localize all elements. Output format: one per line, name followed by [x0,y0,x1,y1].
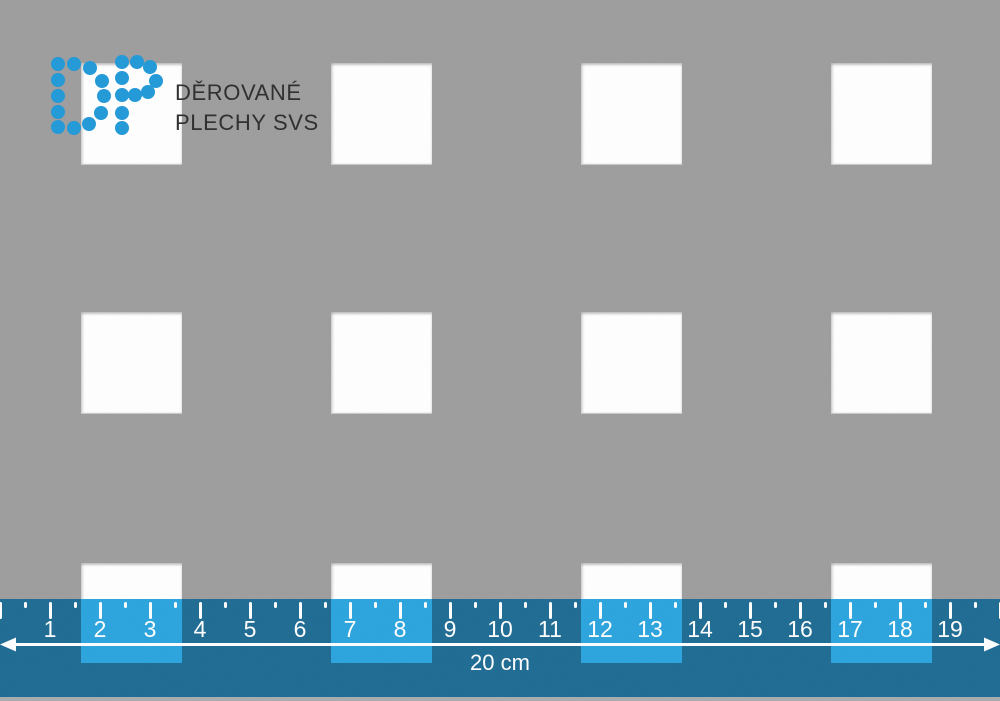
ruler-minor-tick [173,602,177,608]
ruler-minor-tick [473,602,477,608]
perforation-hole [331,312,432,413]
measurement-line [7,643,993,646]
ruler-minor-tick [673,602,677,608]
perforation-hole [81,312,182,413]
arrow-left-icon [0,637,16,652]
ruler-minor-tick [223,602,227,608]
dp-logo-icon [51,55,163,135]
perforation-hole [581,312,682,413]
ruler-minor-tick [123,602,127,608]
ruler-minor-tick [973,602,977,608]
ruler-number: 19 [937,616,963,642]
ruler-minor-tick [523,602,527,608]
ruler-major-tick [0,602,2,619]
perforation-hole [581,63,682,164]
arrow-right-icon [984,637,1000,652]
ruler-minor-tick [373,602,377,608]
perforation-hole [831,63,932,164]
perforation-hole [331,63,432,164]
ruler-minor-tick [623,602,627,608]
ruler-minor-tick [873,602,877,608]
ruler-minor-tick [423,602,427,608]
ruler: 1 2 3 4 5 6 7 8 9 10 11 12 13 14 15 16 17 18 19 20 cm [0,599,1000,697]
perforation-hole [831,312,932,413]
brand-line2: PLECHY SVS [175,110,319,135]
ruler-minor-tick [823,602,827,608]
length-label: 20 cm [470,650,530,675]
ruler-minor-tick [273,602,277,608]
bottom-edge [0,697,1000,701]
ruler-minor-tick [23,602,27,608]
ruler-minor-tick [773,602,777,608]
ruler-minor-tick [573,602,577,608]
ruler-minor-tick [723,602,727,608]
brand-line1: DĚROVANÉ [175,80,302,105]
ruler-minor-tick [323,602,327,608]
ruler-minor-tick [73,602,77,608]
ruler-minor-tick [923,602,927,608]
brand-wordmark: DĚROVANÉ PLECHY SVS [175,78,319,138]
